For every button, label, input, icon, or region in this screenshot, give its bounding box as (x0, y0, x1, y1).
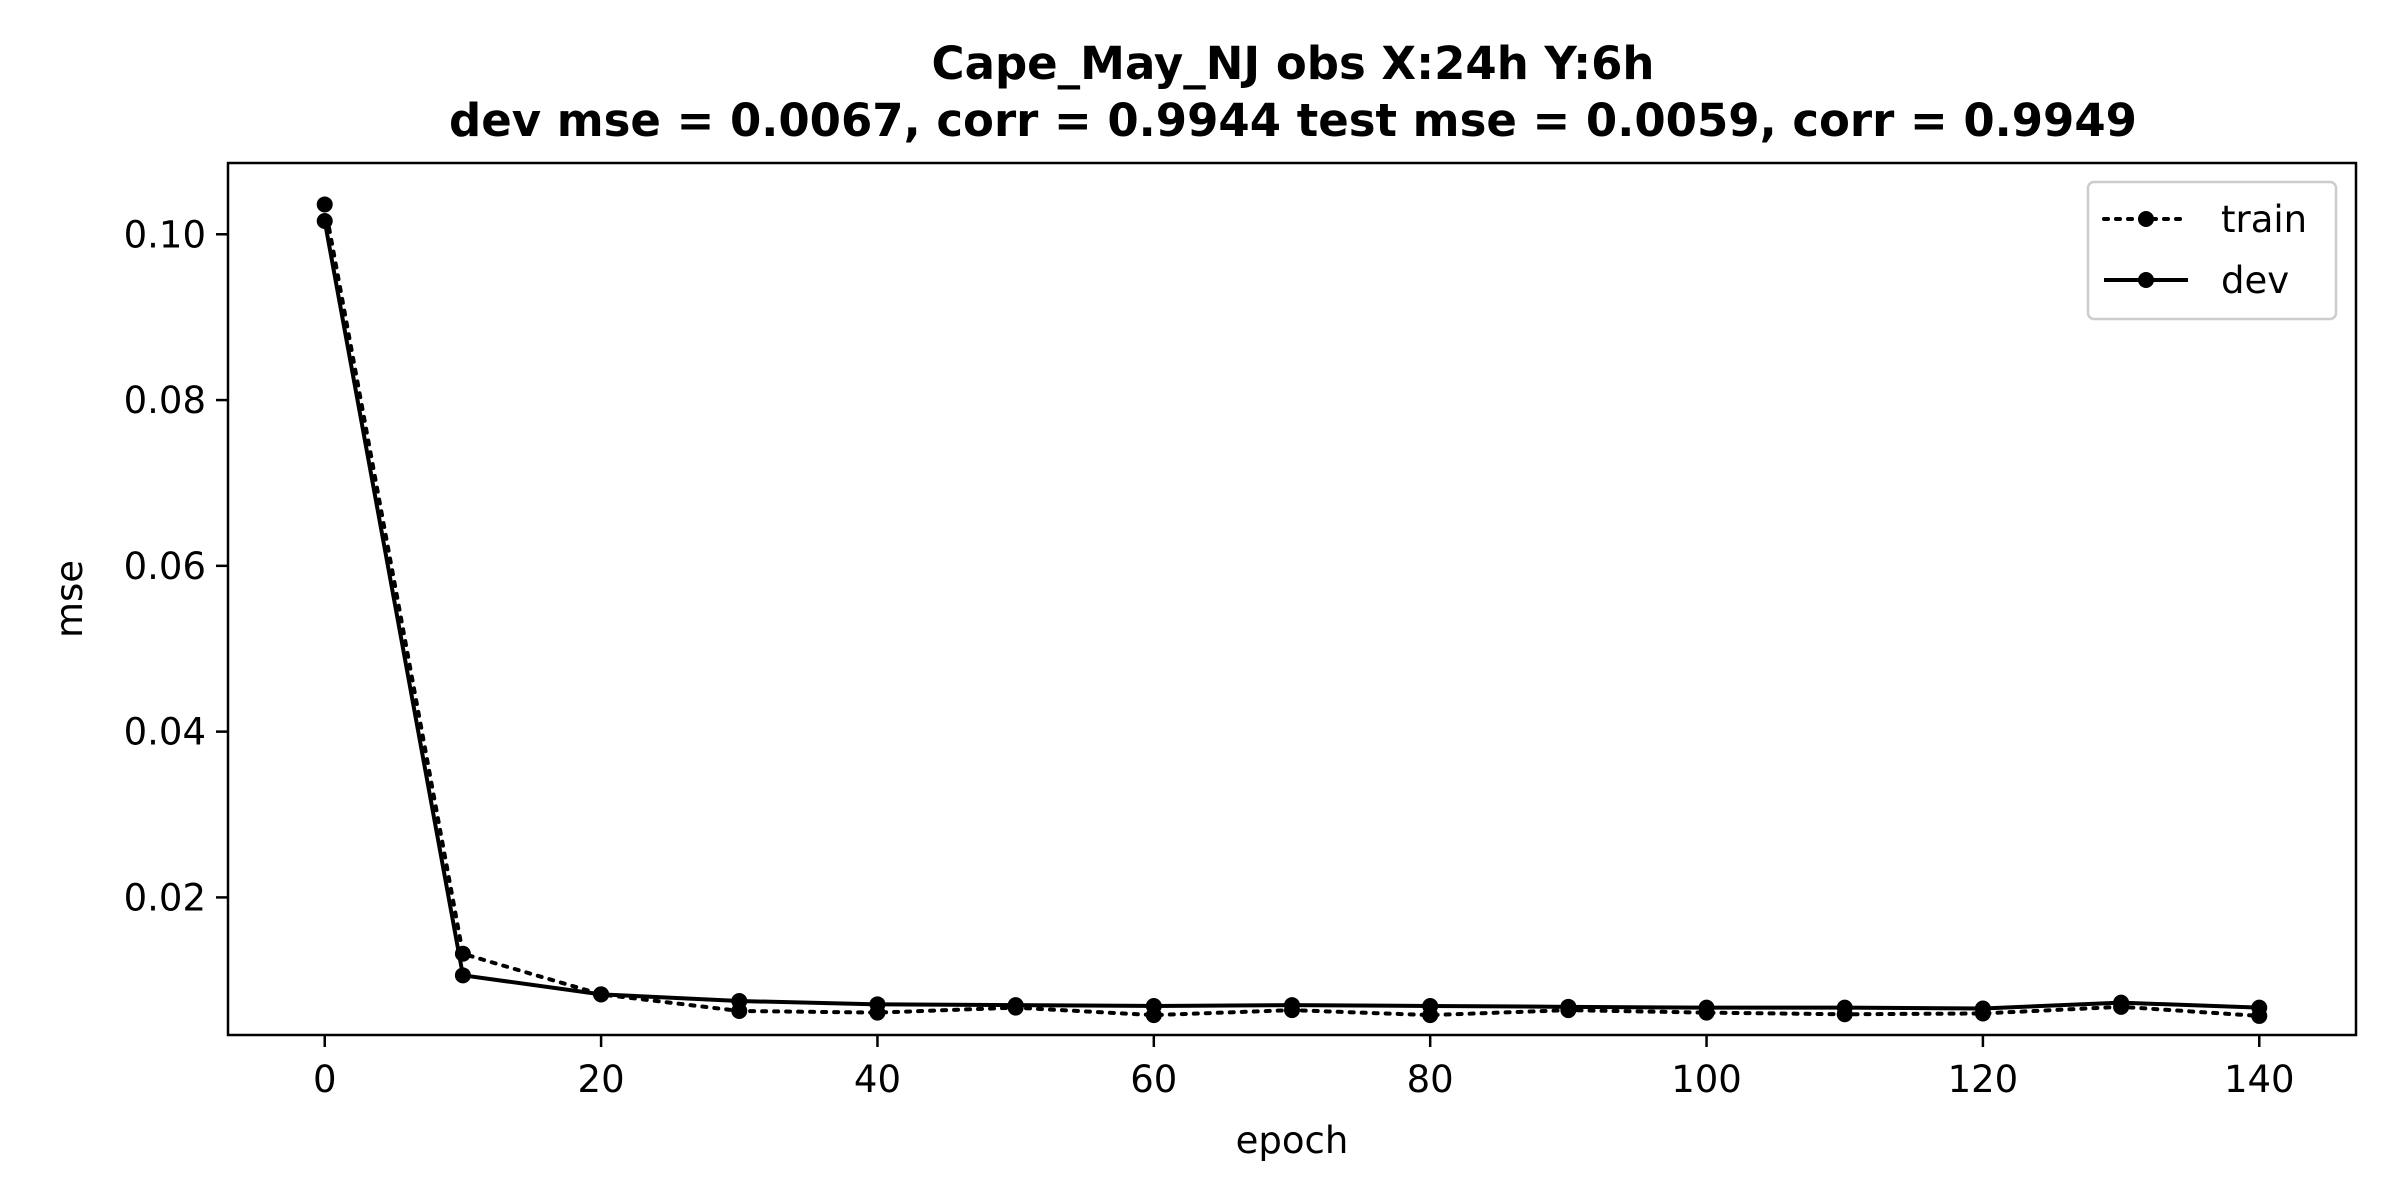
series-point-dev (1836, 999, 1853, 1016)
x-tick-label: 140 (2224, 1058, 2295, 1101)
legend-train-label: train (2221, 198, 2307, 241)
x-tick-label: 80 (1407, 1058, 1454, 1101)
series-line-train (322, 202, 2262, 1018)
y-axis-label: mse (48, 560, 91, 638)
series-point-dev (1422, 997, 1439, 1014)
y-tick-label: 0.06 (124, 545, 206, 588)
series-point-dev (1698, 999, 1715, 1016)
series-point-dev (2251, 999, 2268, 1016)
x-axis-label: epoch (1236, 1119, 1349, 1162)
series-point-dev (316, 213, 333, 230)
series-point-train (316, 196, 333, 213)
y-tick-label: 0.04 (124, 711, 206, 754)
series-point-dev (1974, 1000, 1991, 1017)
x-tick-label: 100 (1671, 1058, 1742, 1101)
chart-title: Cape_May_NJ obs X:24h Y:6h (932, 37, 1655, 90)
series-point-dev (869, 996, 886, 1013)
x-tick-label: 120 (1948, 1058, 2019, 1101)
x-tick-label: 20 (578, 1058, 625, 1101)
x-tick-label: 0 (313, 1058, 337, 1101)
series-point-dev (1284, 997, 1300, 1014)
x-tick-label: 60 (1130, 1058, 1177, 1101)
series-layer (316, 196, 2268, 1024)
series-point-dev (731, 993, 748, 1010)
chart-subtitle: dev mse = 0.0067, corr = 0.9944 test mse… (449, 94, 2137, 147)
tick-layer: 0 20 40 60 80 100 120 140 0.02 0.04 0.06 0.08 0.10 (124, 213, 2295, 1101)
legend: train dev (2086, 180, 2338, 321)
series-point-dev (1007, 997, 1024, 1014)
legend-train-marker (2138, 211, 2154, 227)
series-point-dev (454, 967, 471, 984)
y-tick-label: 0.02 (124, 876, 206, 919)
series-point-dev (1560, 998, 1577, 1015)
y-tick-label: 0.08 (124, 379, 206, 422)
series-point-dev (2113, 994, 2130, 1011)
x-tick-label: 40 (854, 1058, 901, 1101)
series-point-dev (593, 986, 610, 1003)
series-point-dev (1145, 997, 1162, 1014)
y-tick-label: 0.10 (124, 213, 206, 256)
legend-dev-label: dev (2221, 259, 2289, 302)
series-line-dev (322, 220, 2260, 1011)
plot-frame (226, 161, 2358, 1037)
legend-dev-marker (2138, 272, 2154, 288)
